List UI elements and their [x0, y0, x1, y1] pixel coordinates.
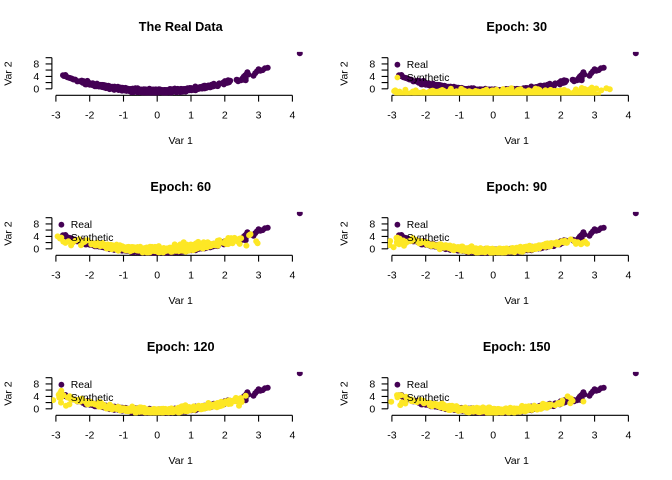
svg-text:Real: Real	[71, 220, 92, 231]
svg-text:Real: Real	[407, 380, 428, 391]
svg-text:Epoch: 90: Epoch: 90	[486, 180, 547, 194]
svg-text:Epoch: 60: Epoch: 60	[150, 180, 211, 194]
svg-text:Synthetic: Synthetic	[71, 393, 114, 404]
svg-text:Epoch: 120: Epoch: 120	[147, 340, 215, 354]
svg-text:Real: Real	[71, 380, 92, 391]
svg-text:Synthetic: Synthetic	[407, 73, 450, 84]
svg-text:Real: Real	[407, 220, 428, 231]
svg-text:Synthetic: Synthetic	[407, 393, 450, 404]
svg-text:Synthetic: Synthetic	[407, 233, 450, 244]
svg-text:Real: Real	[407, 60, 428, 71]
svg-text:The Real Data: The Real Data	[139, 20, 224, 34]
svg-text:Epoch: 30: Epoch: 30	[486, 20, 547, 34]
svg-text:Epoch: 150: Epoch: 150	[483, 340, 551, 354]
svg-text:Synthetic: Synthetic	[71, 233, 114, 244]
